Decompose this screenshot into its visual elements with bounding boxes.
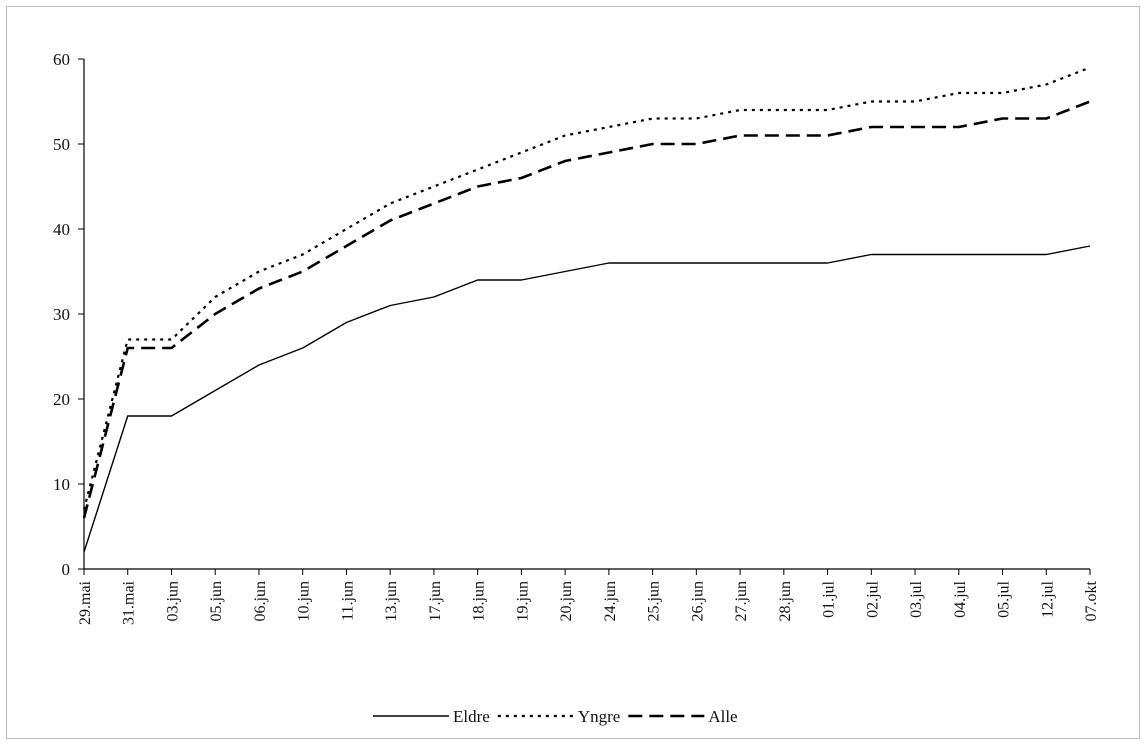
x-tick-label: 05.jun — [208, 581, 225, 621]
x-tick-label: 26.jun — [689, 581, 706, 621]
x-tick-label: 07.okt — [1083, 580, 1100, 621]
chart-frame: 0 10 20 30 40 50 60 29.mai 31.mai 03.jun 05.jun 06… — [6, 6, 1140, 739]
y-tick-label: 0 — [62, 560, 71, 579]
x-tick-label: 12.jul — [1039, 580, 1056, 617]
x-tick-label: 13.jun — [383, 581, 400, 621]
legend: Eldre Yngre Alle — [373, 707, 738, 726]
axes — [83, 59, 1090, 570]
x-tick-label: 28.jun — [777, 581, 794, 621]
series-line-eldre — [83, 245, 1091, 553]
x-tick-label: 05.jul — [996, 580, 1013, 617]
legend-label-eldre: Eldre — [453, 707, 490, 726]
x-tick-label: 01.jul — [821, 580, 838, 617]
line-chart: 0 10 20 30 40 50 60 29.mai 31.mai 03.jun 05.jun 06… — [53, 50, 1100, 726]
x-tick-label: 31.mai — [121, 580, 138, 625]
x-tick-label: 24.jun — [602, 581, 619, 621]
x-tick-label: 02.jul — [864, 580, 881, 617]
x-tick-label: 06.jun — [252, 581, 269, 621]
x-tick-label: 29.mai — [77, 580, 94, 625]
y-tick-label: 30 — [53, 305, 70, 324]
y-tick-label: 20 — [53, 390, 70, 409]
x-tick-label: 25.jun — [646, 581, 663, 621]
series-line-alle — [82, 100, 1091, 519]
x-tick-label: 18.jun — [471, 581, 488, 621]
x-tick-label: 03.jul — [908, 580, 925, 617]
legend-label-yngre: Yngre — [578, 707, 620, 726]
y-tick-label: 50 — [53, 135, 70, 154]
y-tick-label: 40 — [53, 220, 70, 239]
x-tick-label: 10.jun — [296, 581, 313, 621]
x-tick-label: 04.jul — [952, 580, 969, 617]
legend-label-alle: Alle — [708, 707, 737, 726]
y-tick-label: 60 — [53, 50, 70, 69]
x-axis-ticks: 29.mai 31.mai 03.jun 05.jun 06.jun 10.jun 11.j… — [77, 569, 1100, 625]
series-lines — [82, 66, 1091, 553]
x-tick-label: 27.jun — [733, 581, 750, 621]
x-tick-label: 03.jun — [164, 581, 181, 621]
x-tick-label: 11.jun — [339, 581, 356, 621]
x-tick-label: 19.jun — [514, 581, 531, 621]
x-tick-label: 20.jun — [558, 581, 575, 621]
y-tick-label: 10 — [53, 475, 70, 494]
y-axis-ticks: 0 10 20 30 40 50 60 — [53, 50, 84, 579]
x-tick-label: 17.jun — [427, 581, 444, 621]
series-line-yngre — [82, 66, 1091, 510]
